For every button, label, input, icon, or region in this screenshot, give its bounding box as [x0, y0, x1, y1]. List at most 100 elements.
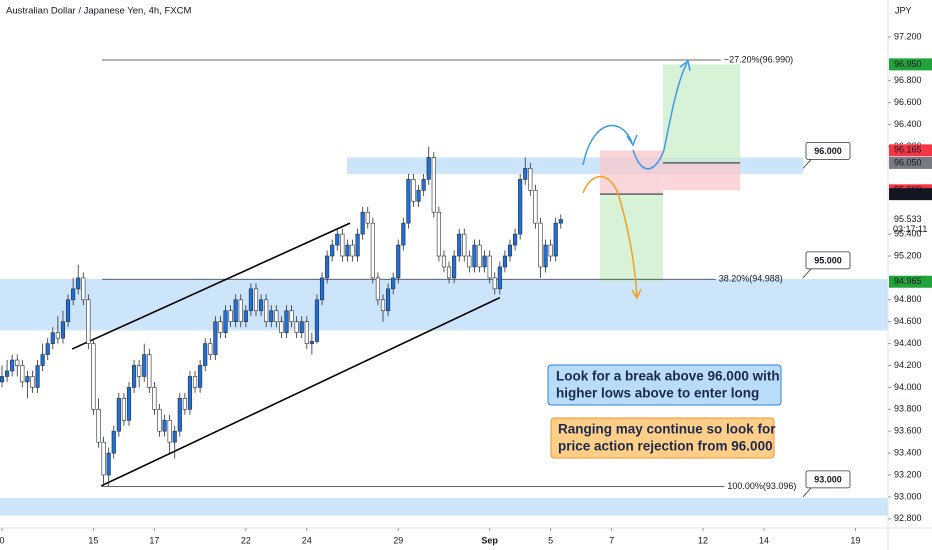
arrows	[582, 59, 691, 300]
candle-body	[30, 376, 35, 388]
candle-body	[380, 299, 386, 312]
fib-label: 100.00%(93.096)	[727, 481, 796, 491]
x-tick-label: 12	[698, 535, 708, 545]
y-tick-label: 95.200	[894, 250, 922, 260]
candle-body	[25, 376, 30, 383]
candle-body	[375, 277, 380, 301]
candle-body	[360, 211, 365, 235]
candle-body	[223, 310, 228, 333]
price-badge-label: 94.965	[894, 276, 922, 286]
countdown: 03:17:11	[893, 224, 927, 234]
chart-title: Australian Dollar / Japanese Yen, 4h, FX…	[6, 6, 191, 17]
candle-body	[198, 365, 203, 388]
zone	[0, 279, 888, 331]
candle-body	[299, 321, 304, 333]
candle-body	[365, 211, 370, 224]
level-label: 95.000	[814, 255, 842, 265]
stop-zone	[599, 150, 663, 195]
candle-body	[401, 222, 406, 246]
note-text: Look for a break above 96.000 with	[556, 369, 780, 384]
candle-body	[330, 244, 335, 257]
candle-body	[147, 354, 152, 388]
candle-body	[142, 354, 147, 377]
candle-body	[269, 310, 274, 323]
candle-body	[40, 354, 45, 366]
x-tick-label: 14	[759, 535, 769, 545]
candle-body	[370, 222, 375, 279]
candle-body	[396, 244, 401, 279]
y-tick-label: 96.800	[894, 75, 922, 85]
x-tick-label: 7	[609, 535, 614, 545]
candle-body	[497, 266, 502, 290]
stop-zone	[662, 162, 741, 191]
note-text: Ranging may continue so look for	[558, 422, 776, 437]
candle-body	[208, 343, 213, 355]
candle-body	[101, 441, 106, 476]
candle-body	[132, 365, 137, 388]
price-badge-label: 96.050	[894, 157, 922, 167]
y-tick-label: 97.200	[894, 31, 922, 41]
y-tick-label: 93.200	[894, 469, 922, 479]
level-box	[805, 251, 851, 270]
candle-body	[406, 179, 411, 224]
candle-body	[137, 365, 142, 377]
price-badge	[889, 275, 932, 288]
candle-body	[502, 255, 507, 268]
candle-body	[294, 321, 299, 333]
candle-body	[238, 299, 243, 323]
level-box	[805, 142, 851, 160]
candle-body	[452, 255, 457, 279]
axis-labels: 92.800 93.000 93.200 93.400 93.600 93.800 94.0…	[0, 31, 932, 545]
y-tick-label: 94.600	[894, 316, 922, 326]
candle-body	[96, 409, 101, 443]
note-box	[547, 364, 782, 406]
candle-body	[60, 321, 66, 339]
y-tick-label: 94.200	[894, 360, 922, 370]
candle-body	[553, 222, 558, 257]
candle-body	[523, 168, 528, 180]
price-badge	[889, 144, 932, 157]
candle-body	[86, 299, 91, 344]
candle-body	[182, 398, 187, 410]
y-tick-label: 94.400	[894, 338, 922, 348]
note-text: higher lows above to enter long	[556, 386, 759, 401]
y-tick-label: 94.000	[894, 382, 922, 392]
note: Ranging may continue so look for price a…	[550, 417, 776, 459]
candle-body	[35, 365, 40, 388]
candle-body	[421, 179, 426, 191]
candle-body	[167, 419, 172, 443]
candle-body	[284, 310, 289, 333]
candle-body	[106, 452, 111, 476]
candle-body	[162, 419, 167, 432]
candle-body	[446, 266, 452, 279]
level-label: 93.000	[814, 474, 842, 484]
arrow-head	[626, 134, 638, 147]
y-tick-label: 92.800	[894, 513, 922, 523]
candle-body	[111, 430, 116, 454]
y-tick-label: 96.400	[894, 119, 922, 129]
price-badge-label: 96.165	[894, 145, 922, 155]
candle-body	[274, 310, 279, 323]
x-tick-label: Sep	[481, 535, 498, 545]
candle-body	[431, 157, 436, 213]
x-tick-label: 19	[850, 535, 860, 545]
candle-body	[5, 370, 10, 377]
y-tick-label: 93.600	[894, 426, 922, 436]
candle-body	[472, 244, 477, 268]
arrow	[632, 62, 688, 170]
y-tick-label: 93.400	[894, 447, 922, 457]
candle-body	[126, 387, 132, 421]
candle-body	[177, 398, 182, 432]
currency: JPY	[895, 5, 912, 15]
trendline	[100, 296, 501, 487]
level-box	[805, 470, 851, 489]
candle-body	[253, 288, 259, 312]
x-tick-label: 24	[302, 535, 312, 545]
candle-body	[411, 179, 416, 202]
profit-zone	[662, 64, 741, 163]
candle-body	[457, 233, 462, 257]
candle-body	[416, 190, 421, 202]
price-badge	[889, 58, 932, 71]
